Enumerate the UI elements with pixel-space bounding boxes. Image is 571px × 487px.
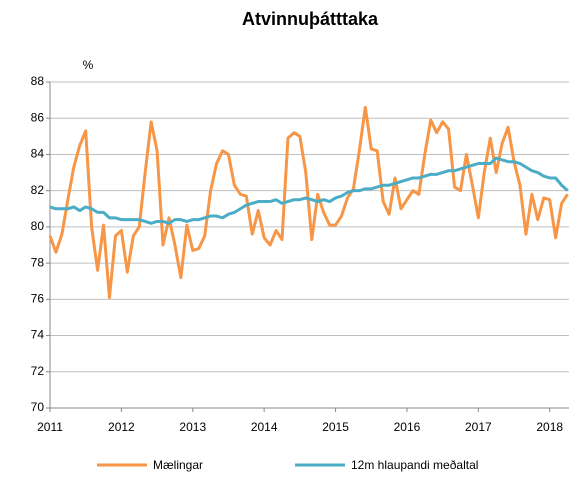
x-tick-label: 2013 — [179, 420, 206, 434]
legend-label: 12m hlaupandi meðaltal — [351, 458, 478, 472]
y-tick-label: 86 — [31, 110, 45, 124]
y-tick-label: 76 — [31, 292, 45, 306]
line-series — [49, 156, 569, 225]
y-tick-label: 88 — [31, 74, 45, 88]
y-tick-label: 80 — [31, 219, 45, 233]
y-tick-label: 78 — [31, 255, 45, 269]
x-tick-label: 2014 — [251, 420, 278, 434]
x-tick-label: 2016 — [394, 420, 421, 434]
y-tick-label: 72 — [31, 364, 45, 378]
y-tick-label: 70 — [31, 400, 45, 414]
y-axis-label: % — [83, 58, 94, 72]
x-tick-label: 2017 — [465, 420, 492, 434]
x-tick-label: 2015 — [322, 420, 349, 434]
x-tick-label: 2012 — [108, 420, 135, 434]
chart-title: Atvinnuþátttaka — [242, 9, 379, 29]
y-tick-label: 82 — [31, 183, 45, 197]
y-tick-label: 74 — [31, 328, 45, 342]
y-tick-label: 84 — [31, 147, 45, 161]
x-tick-label: 2011 — [37, 420, 63, 434]
x-tick-label: 2018 — [536, 420, 563, 434]
line-series — [48, 105, 569, 300]
legend-label: Mælingar — [153, 458, 203, 472]
